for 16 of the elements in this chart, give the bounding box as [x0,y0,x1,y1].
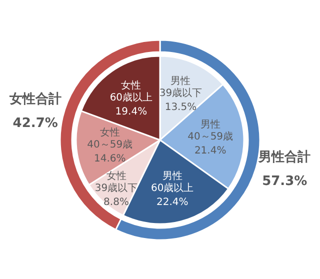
data-label: 8.8% [104,196,129,208]
slice-label: 男性60歳以上 [151,170,194,194]
data-label: 19.4% [115,106,148,118]
slice-label: 女性39歳以下 [94,170,138,194]
data-label: 13.5% [164,102,197,114]
slice-label: 女性40～59歳 [87,126,133,150]
slice-label: 女性合計 [8,90,62,107]
data-label: 14.6% [94,153,126,164]
data-label: 22.4% [156,196,188,208]
slice-label: 男性39歳以下 [159,75,202,100]
slice-label: 男性合計 [258,149,311,166]
data-label: 57.3% [262,174,308,190]
slice-label: 男性40～59歳 [188,118,234,142]
slice-label: 女性60歳以上 [110,80,153,104]
data-label: 21.4% [194,145,226,156]
data-label: 42.7% [12,116,58,131]
